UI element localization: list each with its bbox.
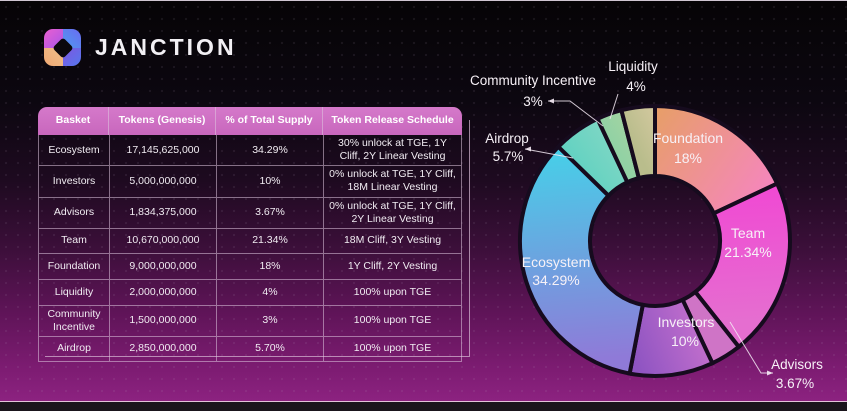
table-header-row: Basket Tokens (Genesis)% of Total Supply T… xyxy=(38,107,462,135)
chart-label-investors: Investors xyxy=(658,314,715,330)
chart-label-foundation: Foundation xyxy=(653,130,723,146)
cell-schedule: 18M Cliff, 3Y Vesting xyxy=(323,228,461,253)
slice-ecosystem xyxy=(518,143,646,376)
cell-pct: 34.29% xyxy=(216,135,323,166)
chart-value-team: 21.34% xyxy=(724,244,771,260)
cell-schedule: 100% upon TGE xyxy=(323,279,461,305)
cell-tokens: 10,670,000,000 xyxy=(109,228,216,253)
brand-title: JANCTION xyxy=(95,34,237,60)
cell-basket: Liquidity xyxy=(54,285,94,298)
table-row-airdrop: Airdrop 2,850,000,000 5.70% 100% upon TGE xyxy=(38,337,462,362)
cell-basket: Community Incentive xyxy=(47,307,101,333)
cell-basket: Investors xyxy=(52,174,96,187)
cell-pct: 3.67% xyxy=(216,197,323,228)
cell-pct: 3% xyxy=(216,305,323,336)
chart-label-airdrop: Airdrop xyxy=(485,131,529,146)
cell-tokens: 2,000,000,000 xyxy=(109,279,216,305)
leader-arrow-advisors xyxy=(767,370,773,376)
table-row-ecosystem: Ecosystem 17,145,625,000 34.29% 30% unlock … xyxy=(38,135,462,167)
chart-value-advisors: 3.67% xyxy=(776,376,814,391)
table-row-team: Team 10,670,000,000 21.34% 18M Cliff, 3Y Ve… xyxy=(38,228,462,254)
slice-foundation xyxy=(653,103,780,216)
cell-basket: Airdrop xyxy=(57,342,91,355)
cell-pct: 4% xyxy=(216,279,323,305)
cell-basket: Foundation xyxy=(47,259,101,272)
column-header-0: Basket xyxy=(55,114,91,127)
cell-tokens: 2,850,000,000 xyxy=(109,337,216,361)
cell-pct: 10% xyxy=(216,166,323,197)
leader-arrow-community-incentive xyxy=(548,98,554,104)
cell-schedule: 0% unlock at TGE, 1Y Cliff, 18M Linear V… xyxy=(323,166,461,197)
cell-tokens: 9,000,000,000 xyxy=(109,253,216,279)
chart-label-team: Team xyxy=(731,225,765,241)
chart-value-ecosystem: 34.29% xyxy=(532,272,579,288)
cell-schedule: 30% unlock at TGE, 1Y Cliff, 2Y Linear V… xyxy=(323,135,461,166)
cell-basket: Team xyxy=(61,234,87,247)
chart-value-community-incentive: 3% xyxy=(523,94,543,109)
chart-label-community-incentive: Community Incentive xyxy=(470,73,596,88)
cell-schedule: 0% unlock at TGE, 1Y Cliff, 2Y Linear Ve… xyxy=(323,197,461,228)
cell-tokens: 1,500,000,000 xyxy=(109,305,216,336)
table-row-investors: Investors 5,000,000,000 10% 0% unlock at TG… xyxy=(38,166,462,198)
chart-label-advisors: Advisors xyxy=(771,357,823,372)
table-body: Ecosystem 17,145,625,000 34.29% 30% unlock … xyxy=(38,135,462,362)
cell-basket: Ecosystem xyxy=(48,143,100,156)
column-header-3: Token Release Schedule xyxy=(322,107,462,135)
leader-line-community-incentive xyxy=(548,100,604,127)
table-row-foundation: Foundation 9,000,000,000 18% 1Y Cliff, 2Y V… xyxy=(38,253,462,280)
cell-pct: 18% xyxy=(216,253,323,279)
cell-basket: Advisors xyxy=(53,206,95,219)
slice-team xyxy=(692,180,792,350)
table-row-advisors: Advisors 1,834,375,000 3.67% 0% unlock at T… xyxy=(38,197,462,229)
cell-pct: 5.70% xyxy=(216,337,323,361)
chart-label-liquidity: Liquidity xyxy=(608,59,658,74)
chart-value-airdrop: 5.7% xyxy=(493,149,524,164)
cell-schedule: 100% upon TGE xyxy=(323,305,461,336)
brand: JANCTION xyxy=(44,29,237,66)
leader-line-airdrop xyxy=(524,148,574,159)
column-header-1: Tokens (Genesis) xyxy=(108,107,215,135)
token-distribution-donut-chart: Foundation 18% Team 21.34% Advisors 3.67% Inve… xyxy=(470,59,823,391)
leader-arrow-airdrop xyxy=(525,146,531,152)
cell-tokens: 1,834,375,000 xyxy=(109,197,216,228)
chart-value-foundation: 18% xyxy=(674,150,702,166)
bottom-strip xyxy=(0,402,847,411)
cell-tokens: 17,145,625,000 xyxy=(109,135,216,166)
table-row-community-incentive: Community Incentive 1,500,000,000 3% 100% u… xyxy=(38,305,462,337)
janction-logo-icon xyxy=(44,29,81,66)
table-row-liquidity: Liquidity 2,000,000,000 4% 100% upon TGE xyxy=(38,279,462,306)
chart-label-ecosystem: Ecosystem xyxy=(522,254,590,270)
chart-value-liquidity: 4% xyxy=(626,79,646,94)
cell-tokens: 5,000,000,000 xyxy=(109,166,216,197)
cell-schedule: 100% upon TGE xyxy=(323,337,461,361)
slice-liquidity xyxy=(618,103,657,181)
cell-pct: 21.34% xyxy=(216,228,323,253)
column-header-2: % of Total Supply xyxy=(215,107,322,135)
leader-line-liquidity xyxy=(609,93,619,120)
tokenomics-table: Basket Tokens (Genesis)% of Total Supply T… xyxy=(38,107,462,362)
chart-value-investors: 10% xyxy=(671,333,699,349)
cell-schedule: 1Y Cliff, 2Y Vesting xyxy=(323,253,461,279)
